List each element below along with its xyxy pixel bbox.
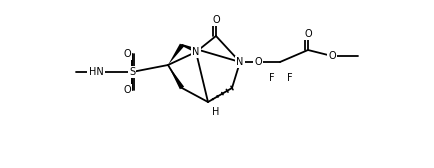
Polygon shape (168, 44, 184, 65)
Text: N: N (192, 47, 200, 57)
Polygon shape (168, 65, 184, 89)
Text: O: O (123, 85, 131, 95)
Text: O: O (212, 15, 220, 25)
Text: F: F (287, 73, 293, 83)
Text: S: S (129, 67, 135, 77)
Text: H: H (212, 107, 220, 117)
Text: O: O (123, 49, 131, 59)
Text: HN: HN (89, 67, 103, 77)
Text: O: O (254, 57, 262, 67)
Text: O: O (304, 29, 312, 39)
Text: O: O (328, 51, 336, 61)
Text: N: N (236, 57, 243, 67)
Text: F: F (269, 73, 275, 83)
